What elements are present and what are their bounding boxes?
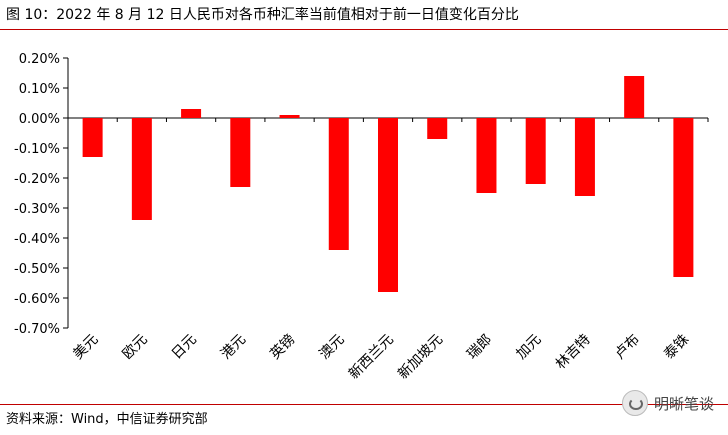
bar-chart: 0.20% 0.10% 0.00% -0.10% -0.20% -0.30% -0.40% -… — [14, 52, 709, 383]
y-tick-label: -0.70% — [14, 322, 60, 337]
bar-6 — [328, 118, 349, 250]
x-tick-label: 新加坡元 — [395, 332, 446, 383]
bar-13 — [673, 118, 694, 277]
x-tick-label: 港元 — [218, 332, 249, 363]
x-tick-label: 新西兰元 — [346, 332, 397, 383]
x-tick-label: 英镑 — [267, 331, 299, 363]
bar-9 — [476, 118, 497, 193]
bar-5 — [279, 115, 300, 118]
watermark: 明晰笔谈 — [621, 390, 714, 416]
y-tick-label: -0.50% — [14, 262, 60, 277]
x-tick-label: 瑞郎 — [464, 332, 495, 363]
source-note: 资料来源：Wind，中信证券研究部 — [6, 412, 208, 427]
bar-3 — [181, 109, 202, 118]
y-tick-label: 0.00% — [19, 112, 60, 127]
x-tick-label: 日元 — [169, 332, 200, 363]
x-tick-label: 美元 — [70, 332, 101, 363]
figure-title: 图 10：2022 年 8 月 12 日人民币对各币种汇率当前值相对于前一日值变… — [6, 7, 519, 23]
y-tick-label: -0.40% — [14, 232, 60, 247]
bar-4 — [230, 118, 251, 187]
bar-1 — [82, 118, 103, 157]
x-tick-label: 卢布 — [612, 332, 643, 363]
y-tick-label: -0.20% — [14, 172, 60, 187]
y-tick-label: -0.30% — [14, 202, 60, 217]
x-tick-label: 加元 — [513, 332, 544, 363]
bar-8 — [427, 118, 448, 139]
bar-11 — [574, 118, 595, 196]
y-tick-label: -0.10% — [14, 142, 60, 157]
y-tick-label: 0.20% — [19, 52, 60, 67]
x-tick-label: 林吉特 — [553, 332, 594, 373]
source-divider — [0, 404, 728, 405]
y-tick-label: 0.10% — [19, 82, 60, 97]
bar-10 — [525, 118, 546, 184]
title-divider — [0, 29, 728, 30]
x-tick-label: 泰铢 — [661, 332, 692, 363]
bar-7 — [378, 118, 398, 292]
x-tick-label: 澳元 — [316, 332, 347, 363]
y-tick-label: -0.60% — [14, 292, 60, 307]
x-tick-label: 欧元 — [120, 332, 151, 363]
bar-2 — [131, 118, 152, 220]
bar-12 — [624, 76, 645, 118]
wechat-icon — [621, 390, 648, 416]
watermark-text: 明晰笔谈 — [653, 394, 714, 413]
